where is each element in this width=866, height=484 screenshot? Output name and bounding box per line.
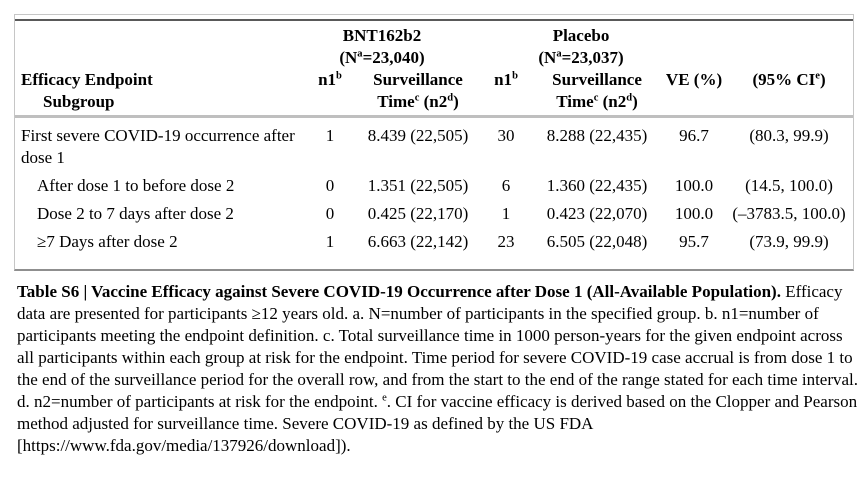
ci-value: (–3783.5, 100.0) <box>732 204 846 223</box>
superscript-d: d <box>626 92 633 104</box>
ci-value: (73.9, 99.9) <box>749 232 829 251</box>
column-header-surveillance-time-placebo: Surveillance Timec (n2d) <box>531 69 664 118</box>
superscript-c: c <box>593 92 599 104</box>
table-row-overall: First severe COVID-19 occurrence after d… <box>15 117 853 170</box>
empty-header-cell <box>15 21 305 69</box>
efficacy-table: BNT162b2 (Na=23,040) Placebo (Na=23,037)… <box>15 21 854 269</box>
surv-time-placebo-value: 1.360 (22,435) <box>546 176 648 195</box>
group-header-bnt162b2: BNT162b2 (Na=23,040) <box>305 21 481 69</box>
superscript-d: d <box>447 92 454 104</box>
empty-header-cell <box>725 21 853 69</box>
superscript-c: c <box>414 92 420 104</box>
caption-body-part2: . CI for vaccine efficacy is derived bas… <box>17 392 858 455</box>
efficacy-table-box: BNT162b2 (Na=23,040) Placebo (Na=23,037)… <box>14 14 854 271</box>
n1-bnt-value: 0 <box>325 176 335 195</box>
n1-bnt-value: 0 <box>325 204 335 223</box>
table-caption: Table S6 | Vaccine Efficacy against Seve… <box>17 281 859 457</box>
endpoint-label: First severe COVID-19 occurrence after d… <box>21 126 295 167</box>
ci-value: (80.3, 99.9) <box>749 126 829 145</box>
caption-body-part1: Efficacy data are presented for particip… <box>17 282 859 411</box>
superscript-e: e <box>382 392 387 404</box>
group-name-placebo: Placebo <box>552 26 610 45</box>
column-header-ve: VE (%) <box>663 69 726 118</box>
ve-value: 95.7 <box>679 232 709 251</box>
n1-placebo-value: 6 <box>501 176 511 195</box>
n1-placebo-value: 23 <box>497 232 515 251</box>
table-row-after-dose1: After dose 1 to before dose 2 0 1.351 (2… <box>15 169 853 197</box>
group-n-placebo: (Na=23,037) <box>538 48 624 67</box>
column-header-row: Efficacy Endpoint Subgroup n1b Surveilla… <box>15 69 854 118</box>
surv-time-bnt-value: 0.425 (22,170) <box>367 204 469 223</box>
group-n-bnt162b2: (Na=23,040) <box>339 48 425 67</box>
surv-time-placebo-value: 6.505 (22,048) <box>546 232 648 251</box>
superscript-a: a <box>357 48 363 60</box>
column-header-n1-placebo: n1b <box>481 69 532 118</box>
surv-time-bnt-value: 6.663 (22,142) <box>367 232 469 251</box>
n1-placebo-value: 30 <box>497 126 515 145</box>
column-header-surveillance-time-bnt: Surveillance Timec (n2d) <box>355 69 482 118</box>
table-row-dose2-to-7days: Dose 2 to 7 days after dose 2 0 0.425 (2… <box>15 197 853 225</box>
endpoint-label: Dose 2 to 7 days after dose 2 <box>37 204 234 223</box>
surv-time-placebo-value: 8.288 (22,435) <box>546 126 648 145</box>
ve-value: 100.0 <box>674 176 714 195</box>
superscript-e: e <box>815 70 820 82</box>
column-header-n1-bnt: n1b <box>305 69 355 118</box>
n1-bnt-value: 1 <box>325 232 335 251</box>
treatment-group-header-row: BNT162b2 (Na=23,040) Placebo (Na=23,037) <box>15 21 853 69</box>
surv-time-placebo-value: 0.423 (22,070) <box>546 204 648 223</box>
column-header-ci: (95% CIe) <box>725 69 854 118</box>
ve-value: 100.0 <box>674 204 714 223</box>
group-header-placebo: Placebo (Na=23,037) <box>481 21 663 69</box>
table-top-rule <box>15 19 853 21</box>
surv-time-bnt-value: 8.439 (22,505) <box>367 126 469 145</box>
n1-bnt-value: 1 <box>325 126 335 145</box>
table-row-7days-after-dose2: ≥7 Days after dose 2 1 6.663 (22,142) 23… <box>15 225 853 269</box>
n1-placebo-value: 1 <box>501 204 511 223</box>
ve-value: 96.7 <box>679 126 709 145</box>
empty-header-cell <box>663 21 725 69</box>
group-name-bnt162b2: BNT162b2 <box>342 26 422 45</box>
endpoint-label: ≥7 Days after dose 2 <box>37 232 178 251</box>
endpoint-label: After dose 1 to before dose 2 <box>37 176 235 195</box>
ci-value: (14.5, 100.0) <box>745 176 833 195</box>
superscript-a: a <box>556 48 562 60</box>
superscript-b: b <box>336 70 342 82</box>
caption-title: Table S6 | Vaccine Efficacy against Seve… <box>17 282 781 301</box>
column-header-endpoint-subgroup: Efficacy Endpoint Subgroup <box>15 69 305 118</box>
superscript-b: b <box>512 70 518 82</box>
surv-time-bnt-value: 1.351 (22,505) <box>367 176 469 195</box>
